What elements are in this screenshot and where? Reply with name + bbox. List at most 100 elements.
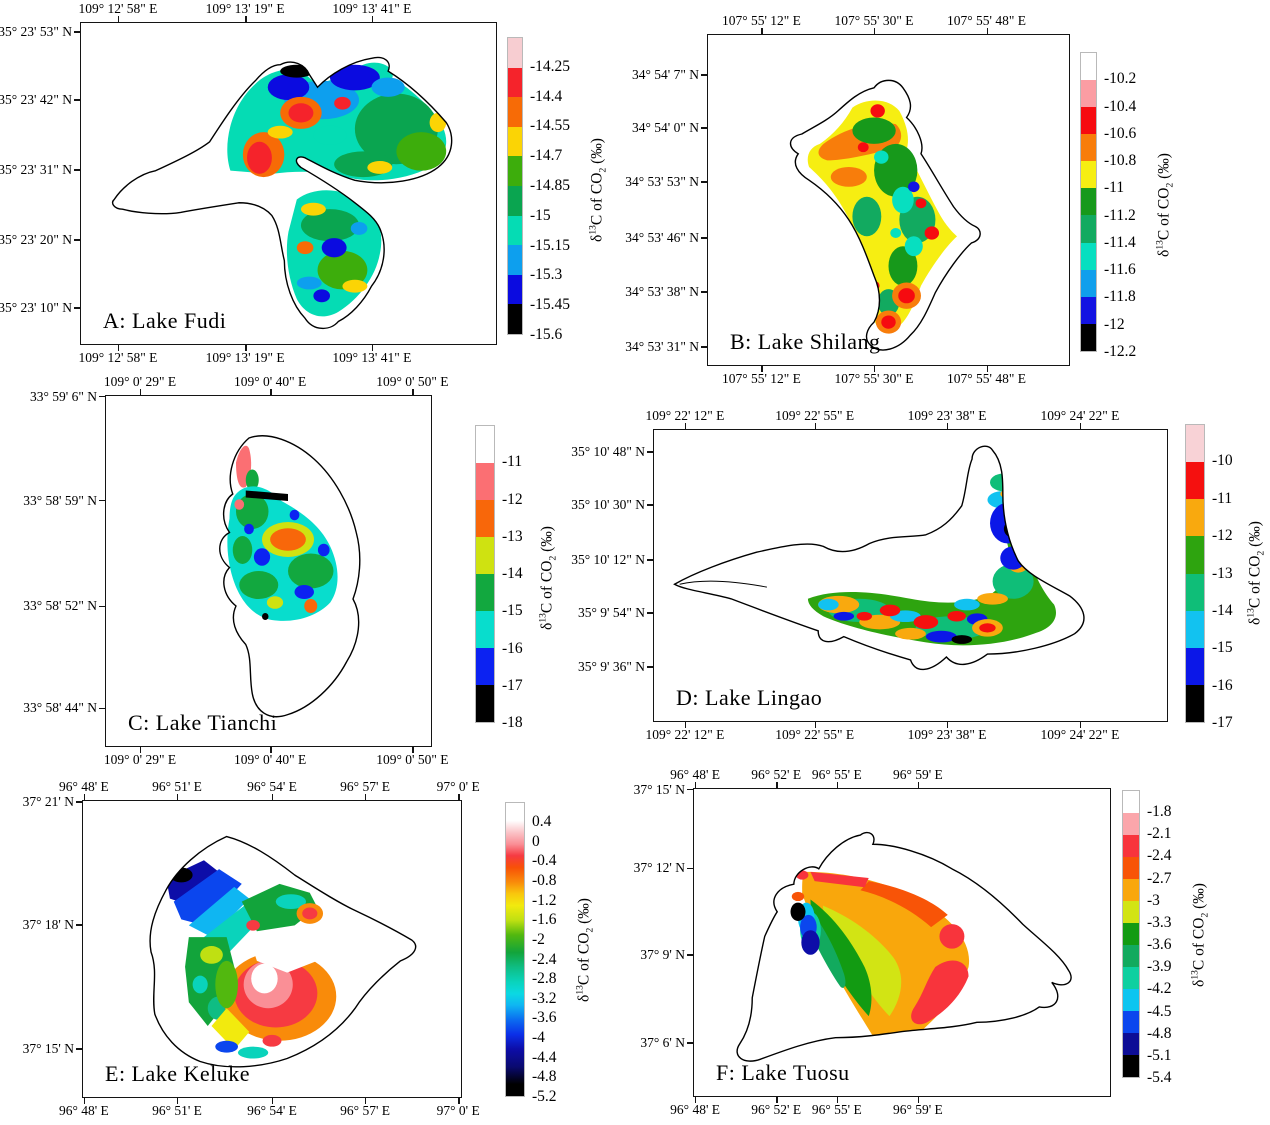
- x-tick-mark-bottom: [365, 1098, 367, 1104]
- colorbar-axis-title: δ13C of CO2 (‰): [1189, 883, 1211, 987]
- colorbar-tick-label: -10: [1212, 452, 1233, 470]
- x-tick-mark-top: [83, 794, 86, 800]
- x-tick-mark-bottom: [917, 1097, 920, 1103]
- lon-tick-label-bottom: 107° 55' 12" E: [721, 371, 801, 386]
- colorbar-tick-label: -12: [502, 490, 523, 508]
- lat-tick-label: 35° 9' 54" N: [578, 605, 645, 620]
- colorbar-tick-label: -14.25: [530, 57, 571, 75]
- lon-tick-label-top: 109° 13' 19" E: [205, 1, 285, 16]
- colorbar-segment: [1081, 215, 1096, 243]
- lon-tick-label-top: 107° 55' 30" E: [834, 13, 914, 28]
- colorbar-tick-label: -12: [1104, 315, 1125, 333]
- map-frame-b: B: Lake Shilang: [707, 34, 1070, 366]
- lon-tick-label-bottom: 109° 0' 40" E: [234, 752, 307, 767]
- colorbar-tick-label: -17: [502, 676, 523, 694]
- colorbar-tick-label: -0.8: [532, 871, 557, 889]
- x-tick-mark-top: [814, 423, 817, 429]
- y-tick-mark: [76, 801, 82, 803]
- y-tick-mark: [99, 396, 105, 398]
- colorbar-tick-label: -2.4: [532, 950, 557, 968]
- colorbar-segment: [508, 304, 522, 334]
- colorbar-segment: [1123, 791, 1139, 813]
- lake-tuosu-map: [694, 789, 1110, 1096]
- colorbar-tick-label: -3.9: [1147, 958, 1172, 976]
- colorbar-tick-label: -2.8: [532, 970, 557, 988]
- x-tick-mark-top: [245, 16, 247, 22]
- lake-fudi-outline: [113, 57, 452, 328]
- colorbar-segment: [1186, 610, 1204, 648]
- map-frame-d: D: Lake Lingao: [653, 429, 1168, 722]
- lat-tick-label: 37° 12' N: [633, 860, 685, 876]
- lat-tick-label: 34° 53' 53" N: [625, 174, 699, 190]
- lat-tick-label: 37° 15' N: [633, 781, 685, 797]
- lon-tick-label-bottom: 109° 0' 50" E: [376, 752, 449, 767]
- y-tick-mark: [74, 307, 80, 309]
- map-frame-e: E: Lake Keluke: [82, 800, 462, 1098]
- lon-tick-label-bottom: 96° 59' E: [892, 1102, 943, 1117]
- lon-tick-label-bottom: 109° 13' 41" E: [332, 350, 412, 365]
- x-tick-mark-bottom: [947, 722, 949, 728]
- lon-tick-label-bottom: 96° 54' E: [247, 1103, 297, 1118]
- colorbar-segment: [1186, 462, 1204, 500]
- lon-tick-label-top: 107° 55' 12" E: [721, 13, 801, 28]
- colorbar-tick-label: -3.3: [1147, 913, 1172, 931]
- colorbar-segment: [508, 67, 522, 98]
- lon-tick-label-top: 109° 0' 40" E: [234, 374, 307, 389]
- x-tick-mark-top: [139, 389, 142, 395]
- y-tick-mark: [701, 237, 707, 239]
- colorbar-segment: [1123, 923, 1139, 945]
- colorbar-tick-label: -15: [1212, 639, 1233, 657]
- colorbar-tick-label: -1.2: [532, 891, 557, 909]
- colorbar-segment: [1081, 269, 1096, 297]
- colorbar-tick-label: -18: [502, 714, 523, 731]
- lon-tick-label-top: 109° 13' 41" E: [332, 1, 412, 16]
- lon-tick-label-top: 96° 57' E: [340, 779, 391, 794]
- lon-tick-label-top: 96° 48' E: [58, 779, 109, 794]
- colorbar-segment: [1081, 323, 1096, 351]
- x-tick-mark-top: [761, 28, 763, 34]
- lat-tick-label: 37° 6' N: [640, 1034, 685, 1050]
- lat-tick-label: 35° 10' 12" N: [571, 551, 645, 567]
- y-tick-mark: [74, 169, 80, 171]
- y-tick-mark: [701, 127, 707, 129]
- x-tick-mark-bottom: [177, 1098, 179, 1104]
- colorbar-segment: [1186, 647, 1204, 685]
- y-tick-mark: [687, 1042, 693, 1044]
- lake-lingao-inlet-line: [680, 581, 767, 587]
- y-tick-mark: [99, 707, 105, 709]
- colorbar-tick-label: -2.4: [1147, 847, 1172, 865]
- x-tick-mark-top: [836, 782, 839, 788]
- lat-tick-label: 35° 23' 53" N: [0, 24, 72, 39]
- lake-keluke-contour-field: [166, 860, 337, 1059]
- y-tick-mark: [701, 74, 707, 76]
- x-tick-mark-top: [695, 782, 697, 788]
- colorbar-tick-label: -4.8: [532, 1068, 557, 1086]
- x-tick-mark-bottom: [986, 366, 988, 372]
- y-tick-mark: [99, 499, 105, 502]
- colorbar-tick-label: -15: [502, 602, 523, 620]
- lat-tick-label: 35° 23' 20" N: [0, 232, 72, 248]
- x-tick-mark-top: [272, 794, 274, 800]
- x-tick-mark-top: [270, 389, 272, 395]
- y-tick-mark: [76, 1048, 82, 1050]
- colorbar-segment: [476, 648, 494, 685]
- colorbar-tick-label: -15: [530, 206, 551, 224]
- lake-tuosu-contour-field: [790, 870, 970, 1055]
- colorbar-segment: [1081, 107, 1096, 135]
- x-tick-mark-bottom: [139, 747, 142, 753]
- x-tick-mark-top: [917, 782, 920, 788]
- x-tick-mark-top: [117, 16, 120, 22]
- colorbar-segment: [508, 156, 522, 186]
- colorbar-segment: [476, 463, 494, 500]
- lon-tick-label-top: 96° 51' E: [152, 779, 202, 794]
- lake-lingao-outline: [675, 446, 1084, 669]
- x-tick-mark-top: [1079, 423, 1082, 429]
- colorbar-tick-label: -14.4: [530, 87, 563, 105]
- lon-tick-label-top: 109° 24' 22" E: [1040, 408, 1120, 423]
- y-tick-mark: [647, 559, 653, 561]
- colorbar-segment: [508, 185, 522, 216]
- colorbar-tick-label: -15.45: [530, 296, 571, 314]
- lake-keluke-map: [83, 801, 461, 1097]
